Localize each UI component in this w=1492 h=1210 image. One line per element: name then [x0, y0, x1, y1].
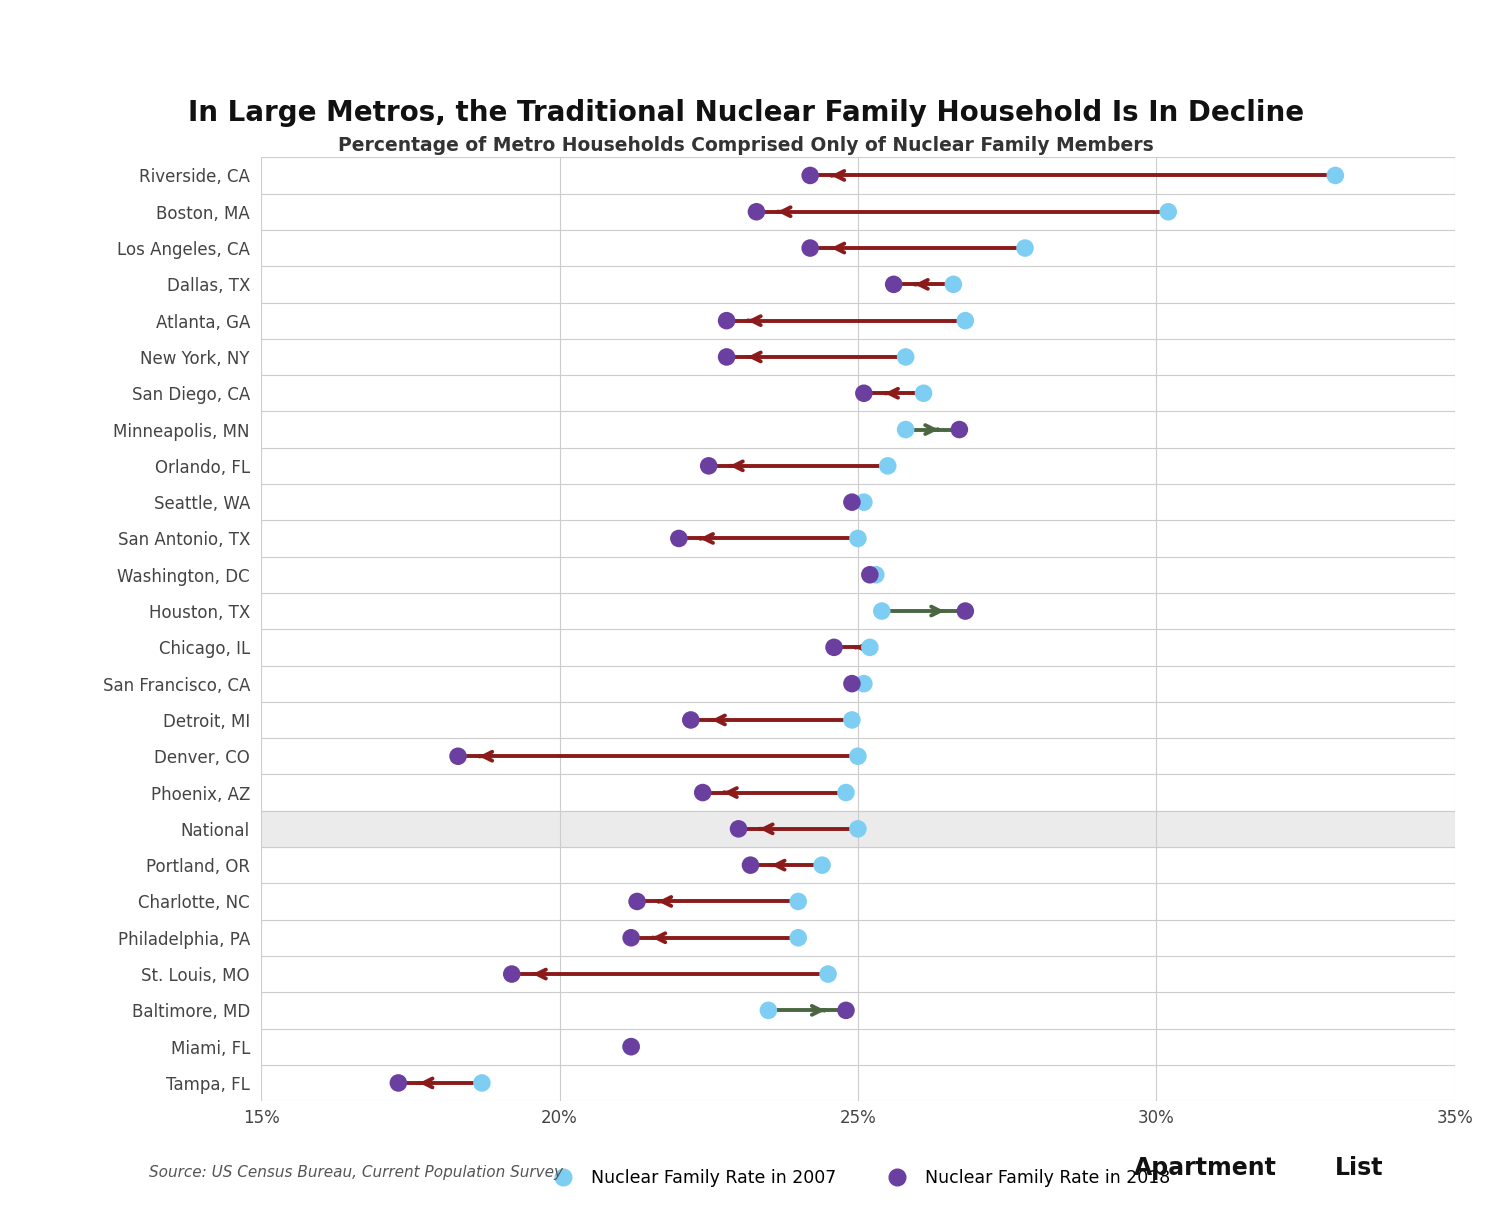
- Point: [912, 384, 935, 403]
- Point: [715, 347, 739, 367]
- Point: [745, 202, 768, 221]
- Point: [876, 456, 900, 476]
- Point: [810, 855, 834, 875]
- Point: [852, 384, 876, 403]
- Point: [834, 1001, 858, 1020]
- Point: [470, 1073, 494, 1093]
- Point: [739, 855, 762, 875]
- Point: [840, 492, 864, 512]
- Point: [858, 638, 882, 657]
- Point: [756, 1001, 780, 1020]
- Text: List: List: [1335, 1156, 1385, 1180]
- Point: [667, 529, 691, 548]
- Bar: [261, 811, 1455, 847]
- Point: [619, 1037, 643, 1056]
- Point: [786, 928, 810, 947]
- Point: [846, 819, 870, 839]
- Point: [894, 347, 918, 367]
- Text: Source: US Census Bureau, Current Population Survey: Source: US Census Bureau, Current Popula…: [149, 1165, 562, 1180]
- Point: [882, 275, 906, 294]
- Point: [834, 783, 858, 802]
- Point: [500, 964, 524, 984]
- Point: [619, 928, 643, 947]
- Point: [953, 311, 977, 330]
- Point: [816, 964, 840, 984]
- Point: [822, 638, 846, 657]
- Point: [864, 565, 888, 584]
- Point: [679, 710, 703, 730]
- Point: [786, 892, 810, 911]
- Point: [691, 783, 715, 802]
- Point: [446, 747, 470, 766]
- Point: [947, 420, 971, 439]
- Point: [1156, 202, 1180, 221]
- Point: [852, 674, 876, 693]
- Point: [1323, 166, 1347, 185]
- Text: Apartment: Apartment: [1134, 1156, 1277, 1180]
- Point: [386, 1073, 410, 1093]
- Point: [715, 311, 739, 330]
- Text: In Large Metros, the Traditional Nuclear Family Household Is In Decline: In Large Metros, the Traditional Nuclear…: [188, 99, 1304, 127]
- Point: [858, 565, 882, 584]
- Text: Percentage of Metro Households Comprised Only of Nuclear Family Members: Percentage of Metro Households Comprised…: [339, 136, 1153, 155]
- Point: [798, 166, 822, 185]
- Point: [846, 747, 870, 766]
- Point: [619, 1037, 643, 1056]
- Point: [625, 892, 649, 911]
- Point: [953, 601, 977, 621]
- Legend: Nuclear Family Rate in 2007, Nuclear Family Rate in 2018: Nuclear Family Rate in 2007, Nuclear Fam…: [539, 1162, 1177, 1193]
- Point: [846, 529, 870, 548]
- Point: [840, 710, 864, 730]
- Point: [941, 275, 965, 294]
- Point: [894, 420, 918, 439]
- Point: [697, 456, 721, 476]
- Point: [870, 601, 894, 621]
- Point: [727, 819, 750, 839]
- Point: [798, 238, 822, 258]
- Point: [840, 674, 864, 693]
- Point: [852, 492, 876, 512]
- Point: [1013, 238, 1037, 258]
